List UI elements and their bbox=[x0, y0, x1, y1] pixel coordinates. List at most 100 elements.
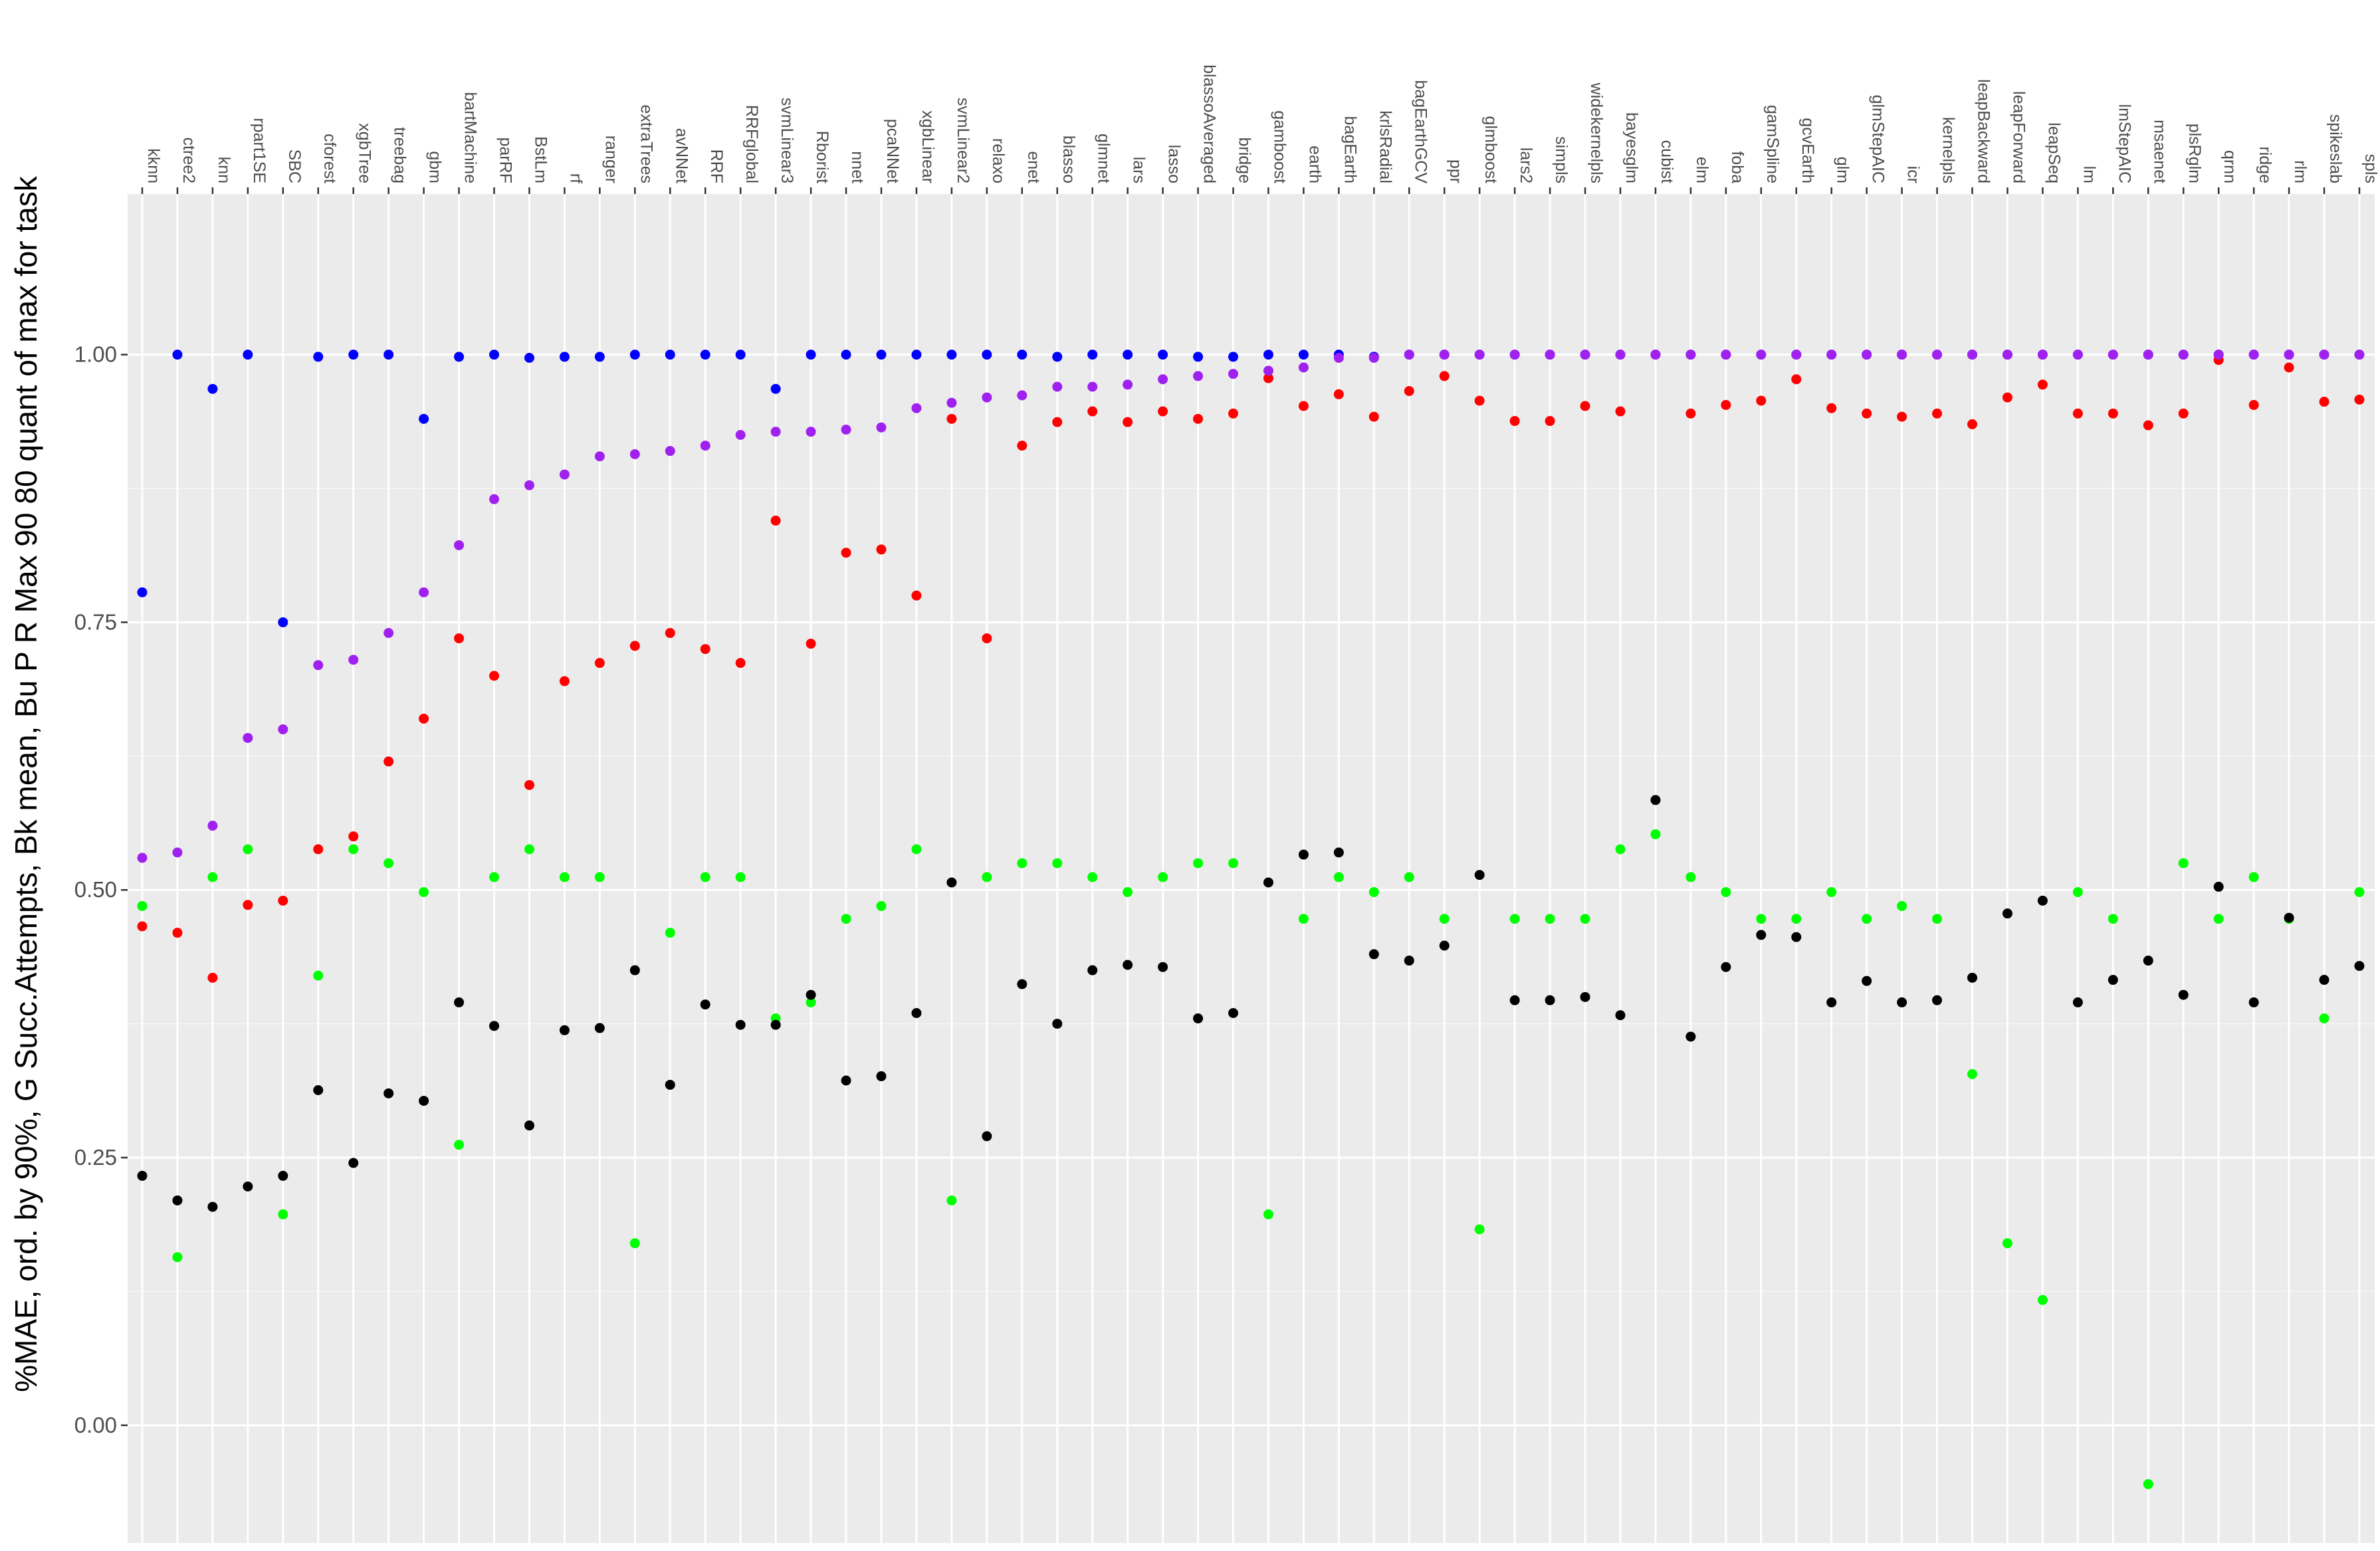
data-point bbox=[1756, 930, 1767, 940]
data-point bbox=[629, 1238, 640, 1249]
data-point bbox=[454, 540, 465, 550]
data-point bbox=[1545, 995, 1555, 1005]
x-tick-label: lm bbox=[2080, 166, 2098, 183]
x-tick-label: krlsRadial bbox=[1376, 110, 1394, 183]
x-tick-label: ranger bbox=[601, 136, 620, 183]
data-point bbox=[454, 1140, 465, 1150]
data-point bbox=[524, 1120, 534, 1131]
y-tick-label: 0.50 bbox=[74, 877, 117, 902]
data-point bbox=[559, 676, 570, 686]
x-tick-label: ppr bbox=[1446, 159, 1465, 183]
data-point bbox=[207, 1201, 218, 1212]
data-point bbox=[2002, 392, 2012, 403]
data-point bbox=[524, 480, 534, 490]
data-point bbox=[348, 844, 359, 855]
data-point bbox=[2072, 997, 2083, 1007]
data-point bbox=[2002, 1238, 2012, 1249]
data-point bbox=[665, 350, 675, 360]
data-point bbox=[1932, 408, 1943, 419]
x-tick-label: msaenet bbox=[2150, 120, 2169, 183]
data-point bbox=[594, 1023, 605, 1033]
x-tick-label: bagEarth bbox=[1341, 116, 1359, 183]
data-point bbox=[2213, 350, 2224, 360]
data-point bbox=[841, 350, 851, 360]
minor-gridlines bbox=[128, 488, 2375, 1292]
data-point bbox=[1932, 914, 1943, 924]
data-point bbox=[2072, 350, 2083, 360]
data-point bbox=[806, 350, 816, 360]
x-tick-label: kknn bbox=[144, 148, 163, 183]
data-point bbox=[1404, 350, 1414, 360]
x-tick-label: leapForward bbox=[2009, 91, 2028, 183]
data-point bbox=[383, 628, 394, 639]
data-point bbox=[313, 660, 324, 671]
data-point bbox=[594, 872, 605, 882]
data-point bbox=[1545, 914, 1555, 924]
x-tick-label: spikeslab bbox=[2326, 114, 2345, 183]
data-point bbox=[1897, 350, 1907, 360]
data-point bbox=[137, 1170, 148, 1181]
data-point bbox=[1298, 914, 1309, 924]
data-point bbox=[559, 872, 570, 882]
x-tick-label: rlm bbox=[2291, 160, 2310, 183]
data-point bbox=[278, 895, 288, 906]
data-point bbox=[1333, 353, 1344, 363]
x-tick-label: leapBackward bbox=[1975, 79, 1993, 183]
data-point bbox=[1685, 408, 1696, 419]
data-point bbox=[243, 350, 253, 360]
data-point bbox=[243, 1182, 253, 1191]
data-point bbox=[1791, 350, 1802, 360]
data-point bbox=[2248, 997, 2259, 1007]
data-point bbox=[1263, 373, 1273, 383]
x-tick-label: svmLinear2 bbox=[954, 98, 972, 183]
x-tick-label: blasso bbox=[1059, 136, 1078, 183]
data-point bbox=[1580, 914, 1590, 924]
x-tick-label: nnet bbox=[848, 151, 867, 183]
data-point bbox=[278, 724, 288, 735]
data-point bbox=[2319, 975, 2329, 985]
data-point bbox=[489, 1021, 500, 1031]
data-point bbox=[1158, 350, 1168, 360]
data-point bbox=[1228, 352, 1239, 362]
data-point bbox=[1580, 401, 1590, 411]
y-tick-label: 0.25 bbox=[74, 1145, 117, 1170]
data-point bbox=[1967, 350, 1978, 360]
data-point bbox=[1087, 406, 1098, 417]
x-tick-label: foba bbox=[1728, 151, 1747, 183]
data-point bbox=[419, 587, 429, 597]
data-point bbox=[1333, 872, 1344, 882]
data-point bbox=[2319, 1013, 2329, 1024]
data-point bbox=[2037, 895, 2048, 906]
data-point bbox=[1826, 997, 1837, 1007]
x-tick-label: bridge bbox=[1236, 138, 1254, 184]
data-point bbox=[419, 413, 429, 424]
data-point bbox=[1368, 886, 1379, 897]
data-point bbox=[1862, 408, 1872, 419]
data-point bbox=[1967, 972, 1978, 983]
data-point bbox=[700, 441, 710, 451]
data-point bbox=[1052, 381, 1063, 392]
data-point bbox=[2213, 914, 2224, 924]
x-tick-label: knn bbox=[215, 157, 233, 183]
data-point bbox=[1721, 350, 1731, 360]
data-point bbox=[207, 872, 218, 882]
x-tick-label: lasso bbox=[1165, 145, 1184, 183]
data-point bbox=[1158, 374, 1168, 385]
data-point bbox=[629, 449, 640, 459]
data-point bbox=[2002, 350, 2012, 360]
x-tick-label: blassoAveraged bbox=[1200, 64, 1219, 183]
data-point bbox=[524, 353, 534, 363]
data-point bbox=[700, 872, 710, 882]
data-point bbox=[841, 424, 851, 435]
data-point bbox=[1439, 350, 1450, 360]
data-point bbox=[2037, 350, 2048, 360]
data-point bbox=[2143, 956, 2153, 966]
data-point bbox=[982, 633, 992, 644]
data-point bbox=[876, 422, 887, 433]
data-point bbox=[313, 844, 324, 855]
plot-panel bbox=[128, 194, 2375, 1543]
data-point bbox=[665, 1079, 675, 1090]
x-tick-label: earth bbox=[1305, 146, 1324, 183]
x-tick-label: rpart1SE bbox=[250, 118, 269, 183]
data-point bbox=[559, 469, 570, 480]
